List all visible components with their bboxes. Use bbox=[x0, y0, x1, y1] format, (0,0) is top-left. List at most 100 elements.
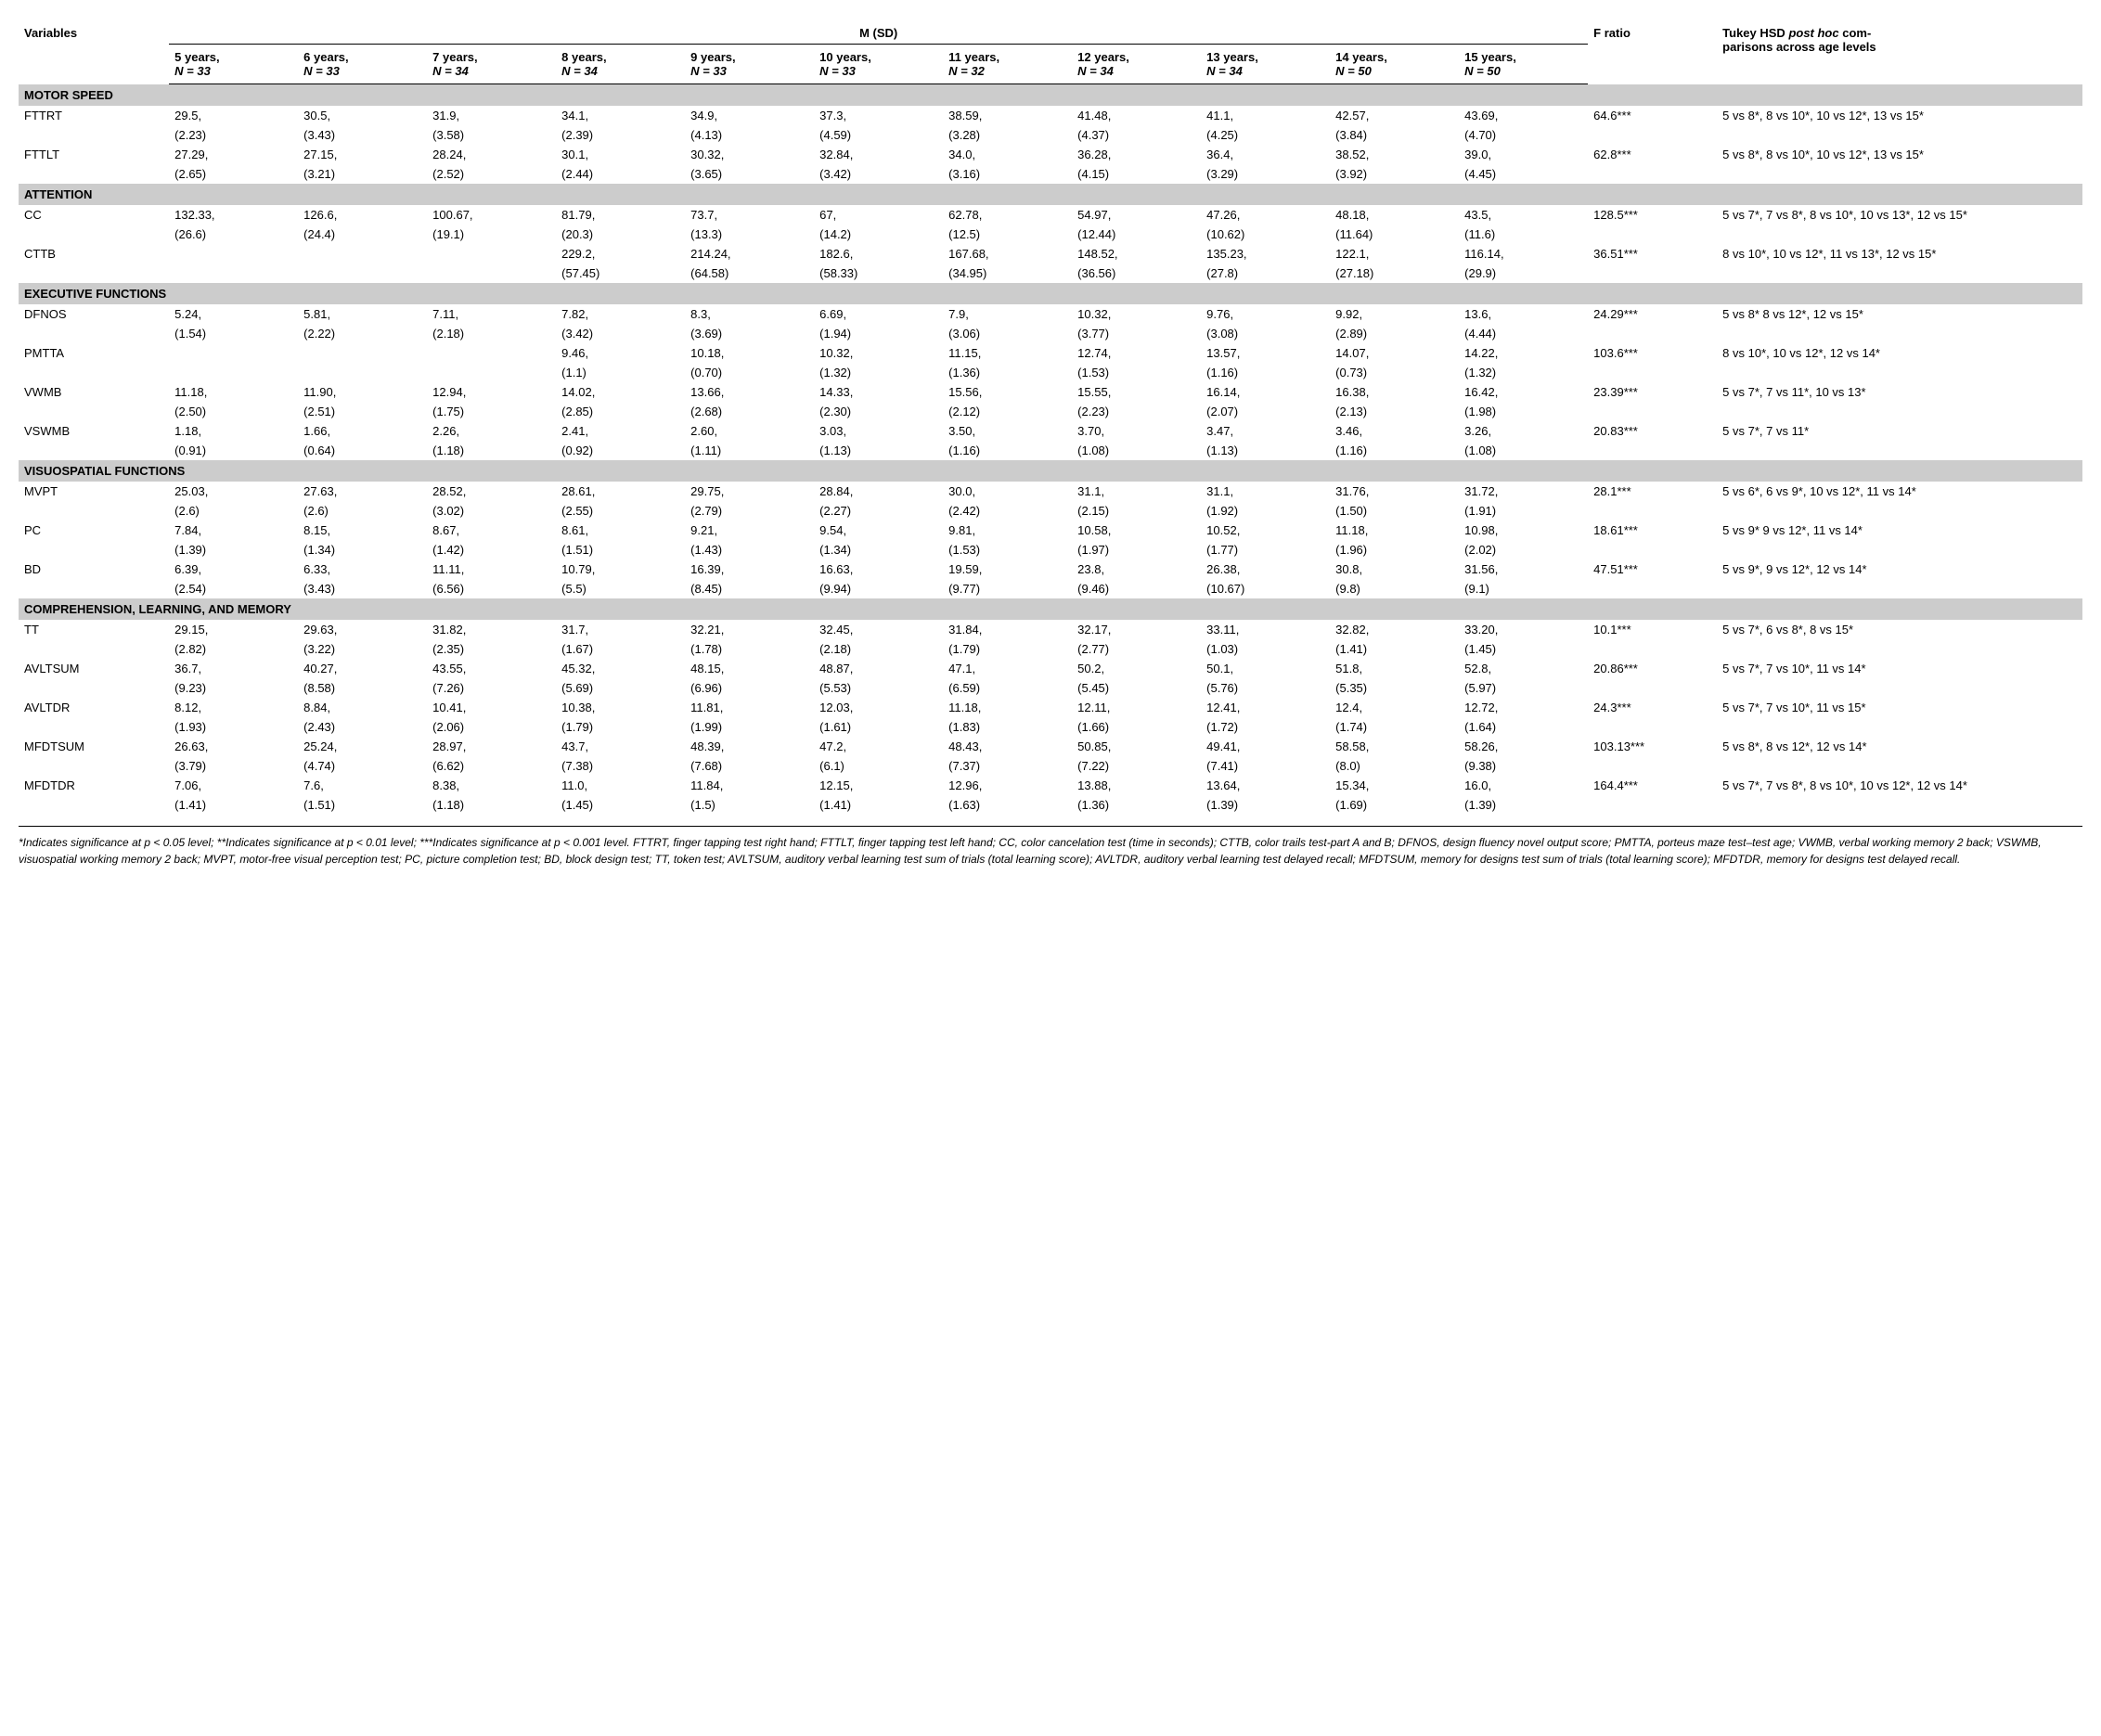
mean-value: 10.41, bbox=[427, 698, 556, 717]
mean-value: 2.41, bbox=[556, 421, 685, 441]
tukey-comparison: 5 vs 6*, 6 vs 9*, 10 vs 12*, 11 vs 14* bbox=[1717, 482, 2082, 521]
mean-value: 100.67, bbox=[427, 205, 556, 225]
sd-value: (4.74) bbox=[298, 756, 427, 776]
sd-value: (3.77) bbox=[1072, 324, 1201, 343]
age-column-header: 6 years,N = 33 bbox=[298, 45, 427, 84]
mean-value: 34.9, bbox=[685, 106, 814, 125]
sd-value: (3.06) bbox=[943, 324, 1072, 343]
mean-value: 7.11, bbox=[427, 304, 556, 324]
mean-value: 16.14, bbox=[1201, 382, 1330, 402]
sd-value: (2.51) bbox=[298, 402, 427, 421]
sd-value: (0.73) bbox=[1330, 363, 1459, 382]
sd-value bbox=[427, 264, 556, 283]
results-table: Variables M (SD) F ratio Tukey HSD post … bbox=[19, 19, 2082, 815]
sd-value: (2.6) bbox=[169, 501, 298, 521]
mean-value: 1.18, bbox=[169, 421, 298, 441]
f-ratio: 36.51*** bbox=[1588, 244, 1717, 283]
mean-value: 10.38, bbox=[556, 698, 685, 717]
mean-value: 3.46, bbox=[1330, 421, 1459, 441]
mean-value: 31.1, bbox=[1072, 482, 1201, 501]
mean-value: 50.2, bbox=[1072, 659, 1201, 678]
sd-value: (1.36) bbox=[1072, 795, 1201, 815]
variable-name: PC bbox=[19, 521, 169, 559]
variable-name: DFNOS bbox=[19, 304, 169, 343]
mean-value: 16.0, bbox=[1459, 776, 1588, 795]
sd-value: (5.5) bbox=[556, 579, 685, 598]
f-ratio: 28.1*** bbox=[1588, 482, 1717, 521]
mean-value: 28.24, bbox=[427, 145, 556, 164]
mean-value: 52.8, bbox=[1459, 659, 1588, 678]
sd-value: (12.44) bbox=[1072, 225, 1201, 244]
mean-value: 42.57, bbox=[1330, 106, 1459, 125]
mean-value: 8.15, bbox=[298, 521, 427, 540]
mean-value: 43.7, bbox=[556, 737, 685, 756]
mean-value: 135.23, bbox=[1201, 244, 1330, 264]
mean-value: 50.85, bbox=[1072, 737, 1201, 756]
sd-value: (1.99) bbox=[685, 717, 814, 737]
sd-value bbox=[298, 264, 427, 283]
mean-value: 47.26, bbox=[1201, 205, 1330, 225]
mean-value: 13.6, bbox=[1459, 304, 1588, 324]
sd-value: (19.1) bbox=[427, 225, 556, 244]
sd-value: (1.97) bbox=[1072, 540, 1201, 559]
tukey-comparison: 5 vs 9* 9 vs 12*, 11 vs 14* bbox=[1717, 521, 2082, 559]
sd-value: (1.16) bbox=[943, 441, 1072, 460]
sd-value: (1.39) bbox=[169, 540, 298, 559]
age-column-header: 5 years,N = 33 bbox=[169, 45, 298, 84]
mean-value: 12.41, bbox=[1201, 698, 1330, 717]
mean-value: 23.8, bbox=[1072, 559, 1201, 579]
sd-value: (4.44) bbox=[1459, 324, 1588, 343]
mean-value: 25.03, bbox=[169, 482, 298, 501]
mean-value: 13.66, bbox=[685, 382, 814, 402]
mean-value: 12.94, bbox=[427, 382, 556, 402]
f-ratio: 24.3*** bbox=[1588, 698, 1717, 737]
sd-value: (1.63) bbox=[943, 795, 1072, 815]
sd-value: (1.51) bbox=[298, 795, 427, 815]
mean-value: 43.5, bbox=[1459, 205, 1588, 225]
sd-value: (20.3) bbox=[556, 225, 685, 244]
mean-value: 41.1, bbox=[1201, 106, 1330, 125]
tukey-comparison: 5 vs 7*, 7 vs 8*, 8 vs 10*, 10 vs 13*, 1… bbox=[1717, 205, 2082, 244]
mean-value: 26.38, bbox=[1201, 559, 1330, 579]
mean-value: 3.47, bbox=[1201, 421, 1330, 441]
mean-value: 27.15, bbox=[298, 145, 427, 164]
sd-value: (2.68) bbox=[685, 402, 814, 421]
sd-value: (3.79) bbox=[169, 756, 298, 776]
sd-value: (1.64) bbox=[1459, 717, 1588, 737]
sd-value: (1.79) bbox=[943, 639, 1072, 659]
sd-value: (4.70) bbox=[1459, 125, 1588, 145]
sd-value: (2.54) bbox=[169, 579, 298, 598]
mean-value: 58.58, bbox=[1330, 737, 1459, 756]
sd-value: (27.8) bbox=[1201, 264, 1330, 283]
mean-value: 8.61, bbox=[556, 521, 685, 540]
sd-value bbox=[169, 264, 298, 283]
sd-value: (26.6) bbox=[169, 225, 298, 244]
mean-value: 11.0, bbox=[556, 776, 685, 795]
tukey-comparison: 5 vs 7*, 6 vs 8*, 8 vs 15* bbox=[1717, 620, 2082, 659]
tukey-comparison: 5 vs 7*, 7 vs 8*, 8 vs 10*, 10 vs 12*, 1… bbox=[1717, 776, 2082, 815]
mean-value: 50.1, bbox=[1201, 659, 1330, 678]
sd-value: (2.65) bbox=[169, 164, 298, 184]
variable-name: VWMB bbox=[19, 382, 169, 421]
sd-value: (1.45) bbox=[556, 795, 685, 815]
sd-value bbox=[169, 363, 298, 382]
f-ratio: 47.51*** bbox=[1588, 559, 1717, 598]
f-ratio: 128.5*** bbox=[1588, 205, 1717, 244]
sd-value: (2.42) bbox=[943, 501, 1072, 521]
sd-value: (1.78) bbox=[685, 639, 814, 659]
mean-value: 28.52, bbox=[427, 482, 556, 501]
variable-name: AVLTDR bbox=[19, 698, 169, 737]
sd-value: (1.5) bbox=[685, 795, 814, 815]
sd-value: (3.22) bbox=[298, 639, 427, 659]
mean-value: 8.84, bbox=[298, 698, 427, 717]
mean-value: 12.03, bbox=[814, 698, 943, 717]
sd-value: (2.85) bbox=[556, 402, 685, 421]
tukey-comparison: 5 vs 9*, 9 vs 12*, 12 vs 14* bbox=[1717, 559, 2082, 598]
mean-value: 16.42, bbox=[1459, 382, 1588, 402]
sd-value: (2.79) bbox=[685, 501, 814, 521]
mean-value: 54.97, bbox=[1072, 205, 1201, 225]
mean-value: 38.52, bbox=[1330, 145, 1459, 164]
sd-value: (1.72) bbox=[1201, 717, 1330, 737]
f-ratio: 103.13*** bbox=[1588, 737, 1717, 776]
mean-value: 30.0, bbox=[943, 482, 1072, 501]
